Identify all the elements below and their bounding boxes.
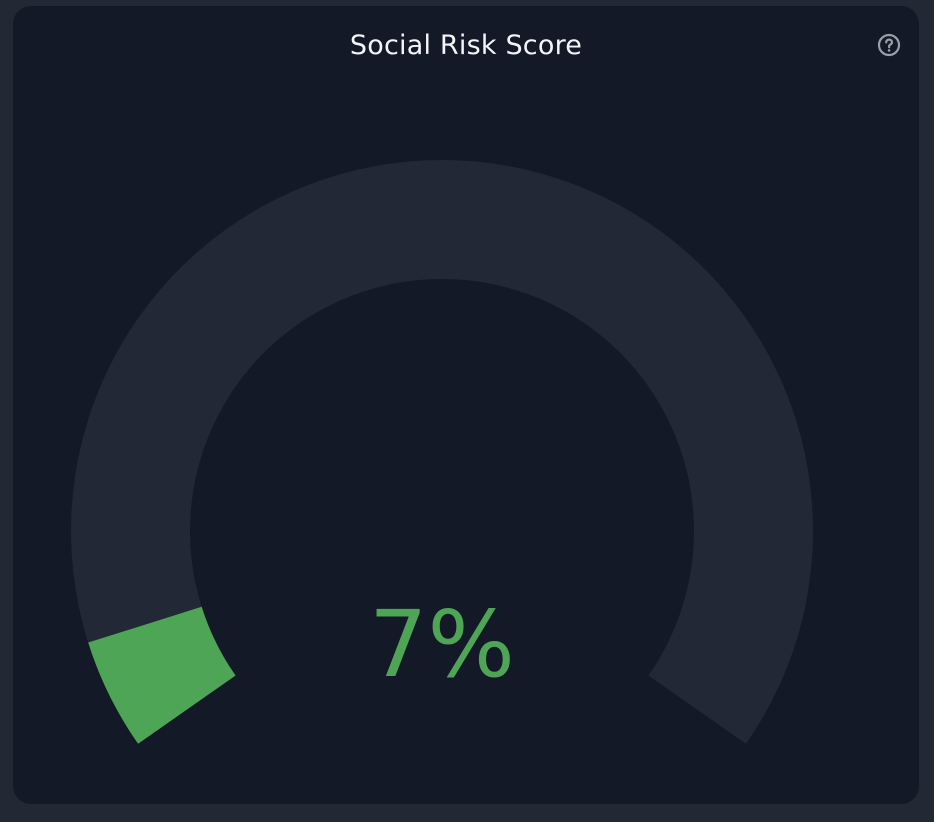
risk-gauge: 7% — [70, 160, 813, 744]
gauge-fill — [88, 606, 236, 744]
gauge-value-text: 7% — [369, 591, 515, 698]
social-risk-score-card: Social Risk Score 7% — [13, 6, 919, 804]
question-circle-icon[interactable] — [877, 33, 901, 57]
card-title: Social Risk Score — [349, 30, 583, 61]
gauge-track — [70, 160, 813, 744]
